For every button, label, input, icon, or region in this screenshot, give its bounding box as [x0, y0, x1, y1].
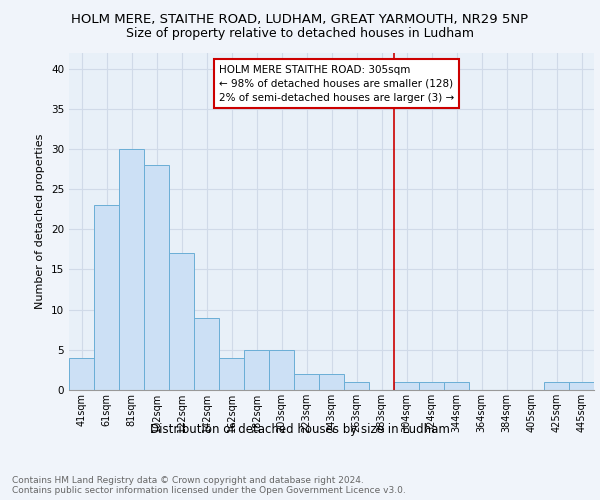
Bar [144, 165, 169, 390]
Bar [219, 358, 244, 390]
Bar [169, 254, 194, 390]
Bar [419, 382, 444, 390]
Text: Size of property relative to detached houses in Ludham: Size of property relative to detached ho… [126, 28, 474, 40]
Bar [194, 318, 219, 390]
Bar [244, 350, 269, 390]
Text: Distribution of detached houses by size in Ludham: Distribution of detached houses by size … [150, 422, 450, 436]
Bar [94, 205, 119, 390]
Bar [344, 382, 369, 390]
Text: HOLM MERE STAITHE ROAD: 305sqm
← 98% of detached houses are smaller (128)
2% of : HOLM MERE STAITHE ROAD: 305sqm ← 98% of … [219, 64, 454, 102]
Y-axis label: Number of detached properties: Number of detached properties [35, 134, 46, 309]
Bar [119, 149, 144, 390]
Bar [294, 374, 319, 390]
Bar [444, 382, 469, 390]
Bar [394, 382, 419, 390]
Bar [569, 382, 594, 390]
Text: HOLM MERE, STAITHE ROAD, LUDHAM, GREAT YARMOUTH, NR29 5NP: HOLM MERE, STAITHE ROAD, LUDHAM, GREAT Y… [71, 12, 529, 26]
Bar [269, 350, 294, 390]
Bar [319, 374, 344, 390]
Text: Contains HM Land Registry data © Crown copyright and database right 2024.
Contai: Contains HM Land Registry data © Crown c… [12, 476, 406, 495]
Bar [69, 358, 94, 390]
Bar [544, 382, 569, 390]
